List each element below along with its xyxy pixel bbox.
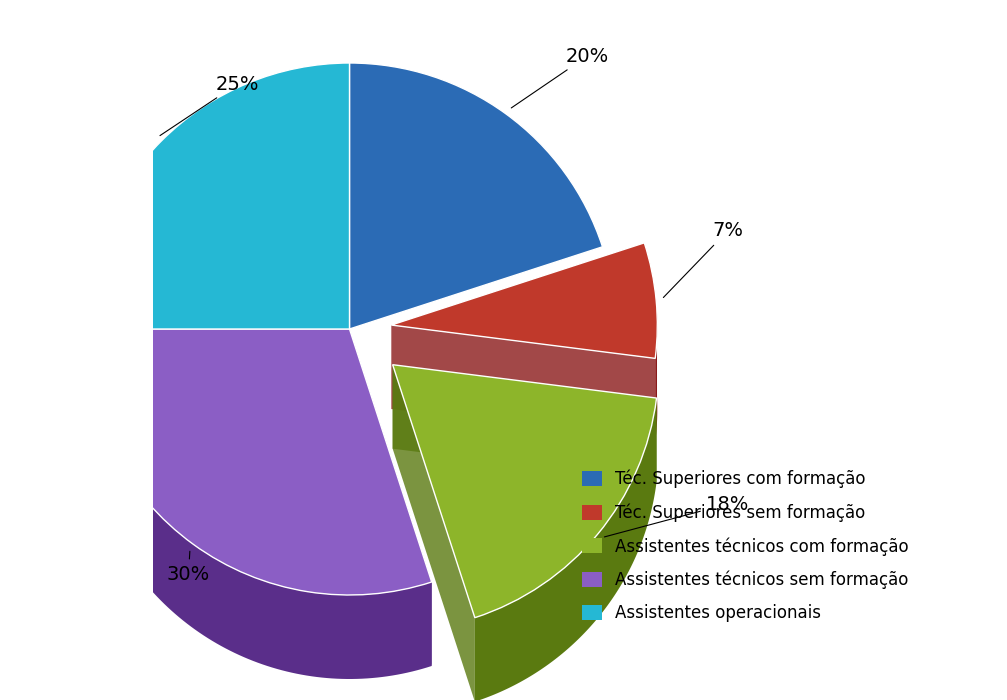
Wedge shape xyxy=(392,243,658,358)
Wedge shape xyxy=(84,329,432,595)
Polygon shape xyxy=(349,329,432,666)
Wedge shape xyxy=(393,365,657,617)
Polygon shape xyxy=(393,365,657,482)
Polygon shape xyxy=(656,312,658,442)
Text: 25%: 25% xyxy=(160,74,259,136)
Text: 7%: 7% xyxy=(664,221,743,298)
Legend: Téc. Superiores com formação, Téc. Superiores sem formação, Assistentes técnicos: Téc. Superiores com formação, Téc. Super… xyxy=(582,470,908,622)
Text: 18%: 18% xyxy=(604,494,749,537)
Polygon shape xyxy=(392,325,656,442)
Wedge shape xyxy=(349,63,602,329)
Polygon shape xyxy=(84,329,349,413)
Polygon shape xyxy=(475,398,657,700)
Polygon shape xyxy=(393,365,475,700)
Text: 30%: 30% xyxy=(167,552,210,584)
Polygon shape xyxy=(84,329,432,679)
Polygon shape xyxy=(84,329,349,413)
Wedge shape xyxy=(84,63,349,329)
Text: 20%: 20% xyxy=(512,46,609,108)
